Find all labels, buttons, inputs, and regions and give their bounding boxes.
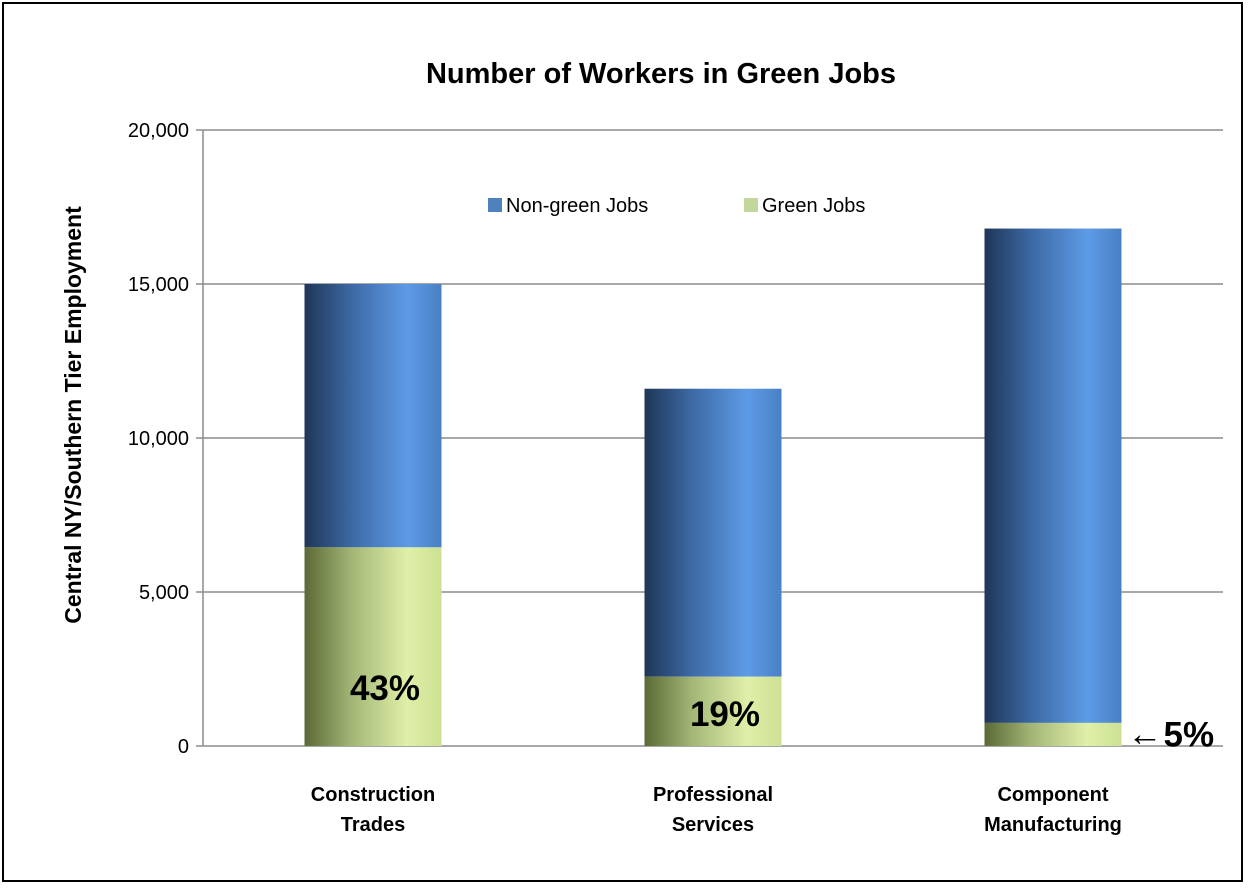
x-category-label: Professional: [653, 784, 773, 806]
legend-swatch-non-green: [488, 198, 502, 212]
bar-green: [304, 547, 442, 746]
y-tick-label: 10,000: [128, 428, 189, 450]
y-tick-label: 5,000: [139, 582, 189, 604]
y-tick-label: 15,000: [128, 274, 189, 296]
x-category-label: Manufacturing: [984, 814, 1122, 836]
bars: [304, 228, 1122, 746]
legend-swatch-green: [744, 198, 758, 212]
y-tick-label: 0: [178, 736, 189, 758]
y-axis-label: Central NY/Southern Tier Employment: [60, 206, 86, 624]
x-axis-categories: Construction Trades Professional Services Co…: [311, 784, 1122, 836]
legend-label-green: Green Jobs: [762, 195, 865, 217]
data-label-percent: 19%: [690, 695, 760, 734]
bar-green: [984, 722, 1122, 746]
bar-chart: Number of Workers in Green Jobs 0 5,000 10…: [60, 58, 1223, 836]
bar-non-green: [984, 228, 1122, 723]
data-labels: 43% 19% ← 5%: [350, 669, 1214, 754]
y-axis-ticks: 0 5,000 10,000 15,000 20,000: [128, 120, 189, 758]
x-category-label: Trades: [341, 814, 405, 836]
data-label-percent: 43%: [350, 669, 420, 708]
legend-label-non-green: Non-green Jobs: [506, 195, 648, 217]
bar-green: [644, 676, 782, 746]
legend: Non-green Jobs Green Jobs: [488, 195, 865, 217]
bar-non-green: [644, 388, 782, 677]
x-category-label: Component: [997, 784, 1108, 806]
data-label-percent: 5%: [1164, 715, 1215, 754]
x-category-label: Construction: [311, 784, 435, 806]
bar-non-green: [304, 284, 442, 548]
annotation-arrow: ←: [1128, 714, 1163, 753]
y-tick-label: 20,000: [128, 120, 189, 142]
chart-title: Number of Workers in Green Jobs: [426, 58, 896, 90]
x-category-label: Services: [672, 814, 754, 836]
